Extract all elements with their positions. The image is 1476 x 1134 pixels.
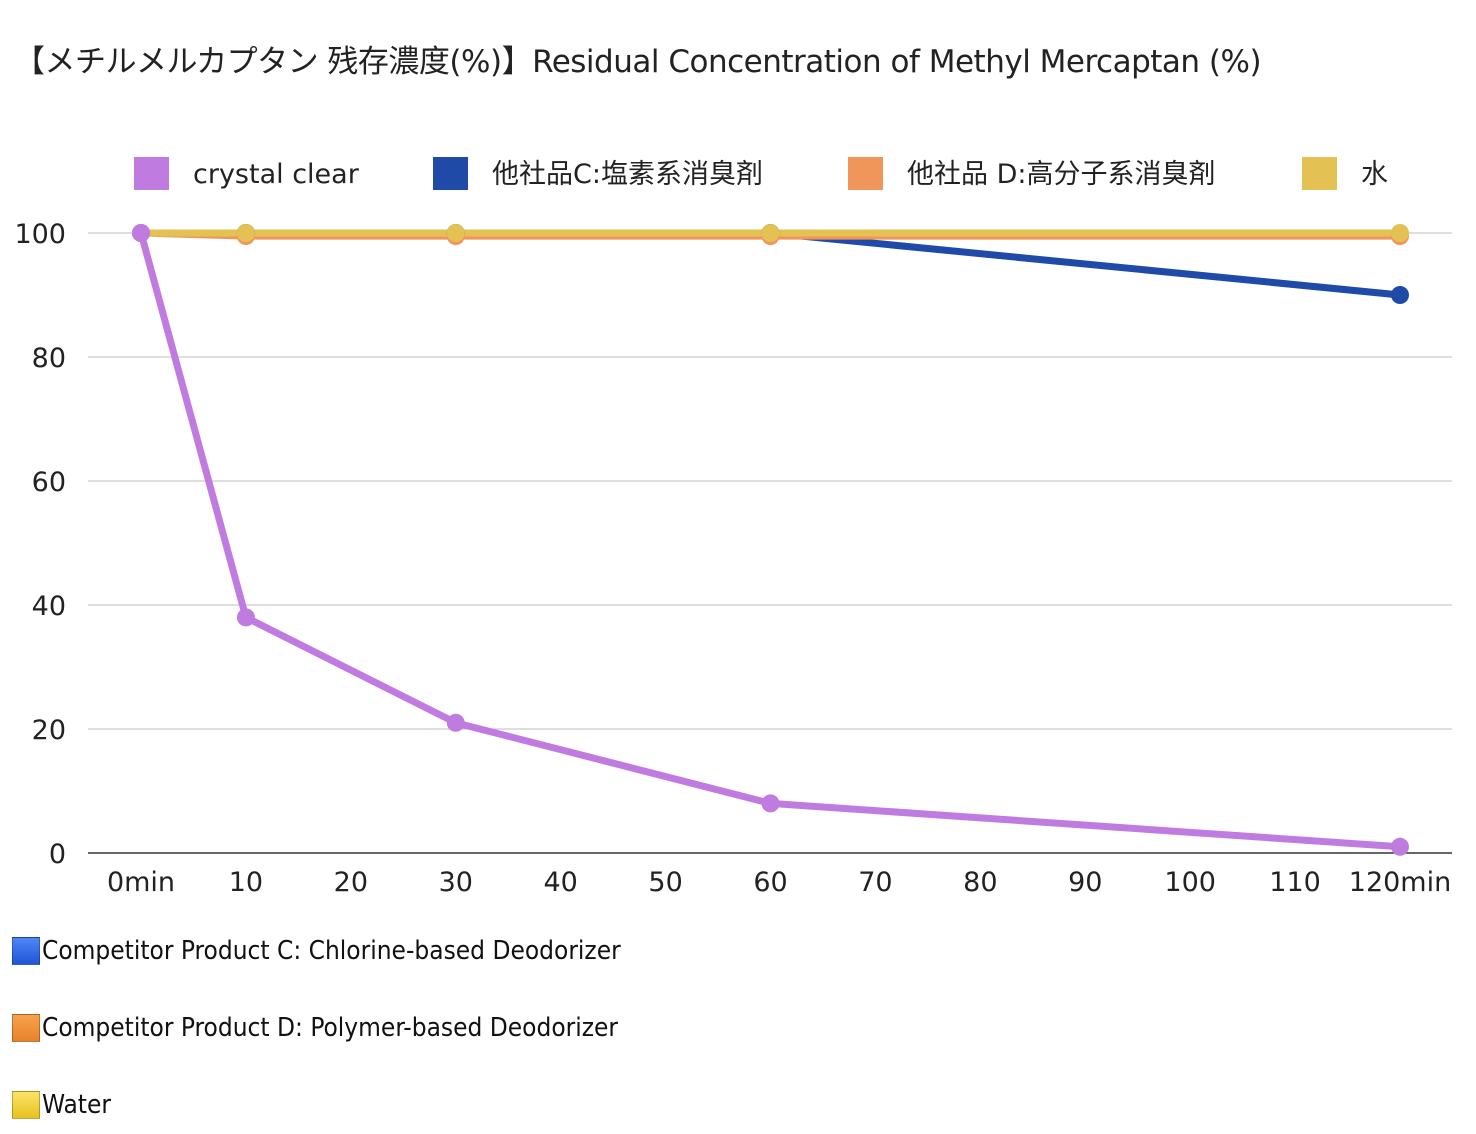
data-point	[236, 608, 255, 627]
legend-swatch	[1302, 157, 1337, 190]
legend-label: crystal clear	[193, 159, 360, 190]
x-tick-label: 0min	[107, 867, 175, 898]
key-water-label: Water	[42, 1090, 111, 1120]
key-water: Water	[12, 1090, 111, 1120]
legend-label: 他社品 D:高分子系消臭剤	[907, 159, 1215, 190]
orange-swatch-icon	[12, 1014, 40, 1042]
data-point	[446, 224, 465, 242]
x-tick-label: 120min	[1349, 867, 1451, 898]
data-point	[446, 713, 465, 732]
legend-label: 水	[1361, 159, 1388, 190]
x-tick-label: 70	[858, 867, 892, 898]
data-point	[761, 794, 780, 813]
legend-swatch	[134, 157, 169, 190]
y-tick-label: 0	[49, 839, 66, 870]
y-tick-label: 60	[32, 467, 66, 498]
data-point	[1391, 224, 1409, 242]
legend-swatch	[433, 157, 468, 190]
y-tick-label: 20	[32, 715, 66, 746]
blue-swatch-icon	[12, 937, 40, 965]
x-tick-label: 80	[963, 867, 997, 898]
series-line	[137, 229, 1404, 851]
x-tick-label: 100	[1164, 867, 1216, 898]
key-competitor-d-label: Competitor Product D: Polymer-based Deod…	[42, 1013, 619, 1043]
data-point	[1391, 837, 1409, 856]
y-tick-label: 80	[32, 343, 66, 374]
y-tick-label: 100	[14, 219, 66, 250]
data-point	[132, 224, 150, 242]
key-competitor-c-label: Competitor Product C: Chlorine-based Deo…	[42, 936, 621, 966]
y-tick-label: 40	[32, 591, 66, 622]
legend-label: 他社品C:塩素系消臭剤	[492, 159, 763, 190]
x-tick-label: 40	[543, 867, 577, 898]
key-competitor-d: Competitor Product D: Polymer-based Deod…	[12, 1013, 618, 1043]
legend-swatch	[848, 157, 883, 190]
key-competitor-c: Competitor Product C: Chlorine-based Deo…	[12, 936, 621, 966]
x-tick-label: 110	[1269, 867, 1321, 898]
x-tick-label: 90	[1068, 867, 1102, 898]
x-tick-label: 30	[439, 867, 473, 898]
x-tick-label: 60	[753, 867, 787, 898]
data-point	[236, 224, 255, 242]
data-point	[1391, 286, 1409, 304]
x-tick-label: 10	[229, 867, 263, 898]
line-chart: 0 20 40 60 80 100 0min 10 20 30 40 50 60 70 80 90 100 11…	[14, 157, 1452, 898]
yellow-swatch-icon	[12, 1091, 40, 1119]
data-point	[761, 224, 780, 242]
x-tick-label: 20	[334, 867, 368, 898]
chart-title: 【メチルメルカプタン 残存濃度(%)】Residual Concentratio…	[14, 44, 1262, 80]
x-tick-label: 50	[648, 867, 682, 898]
